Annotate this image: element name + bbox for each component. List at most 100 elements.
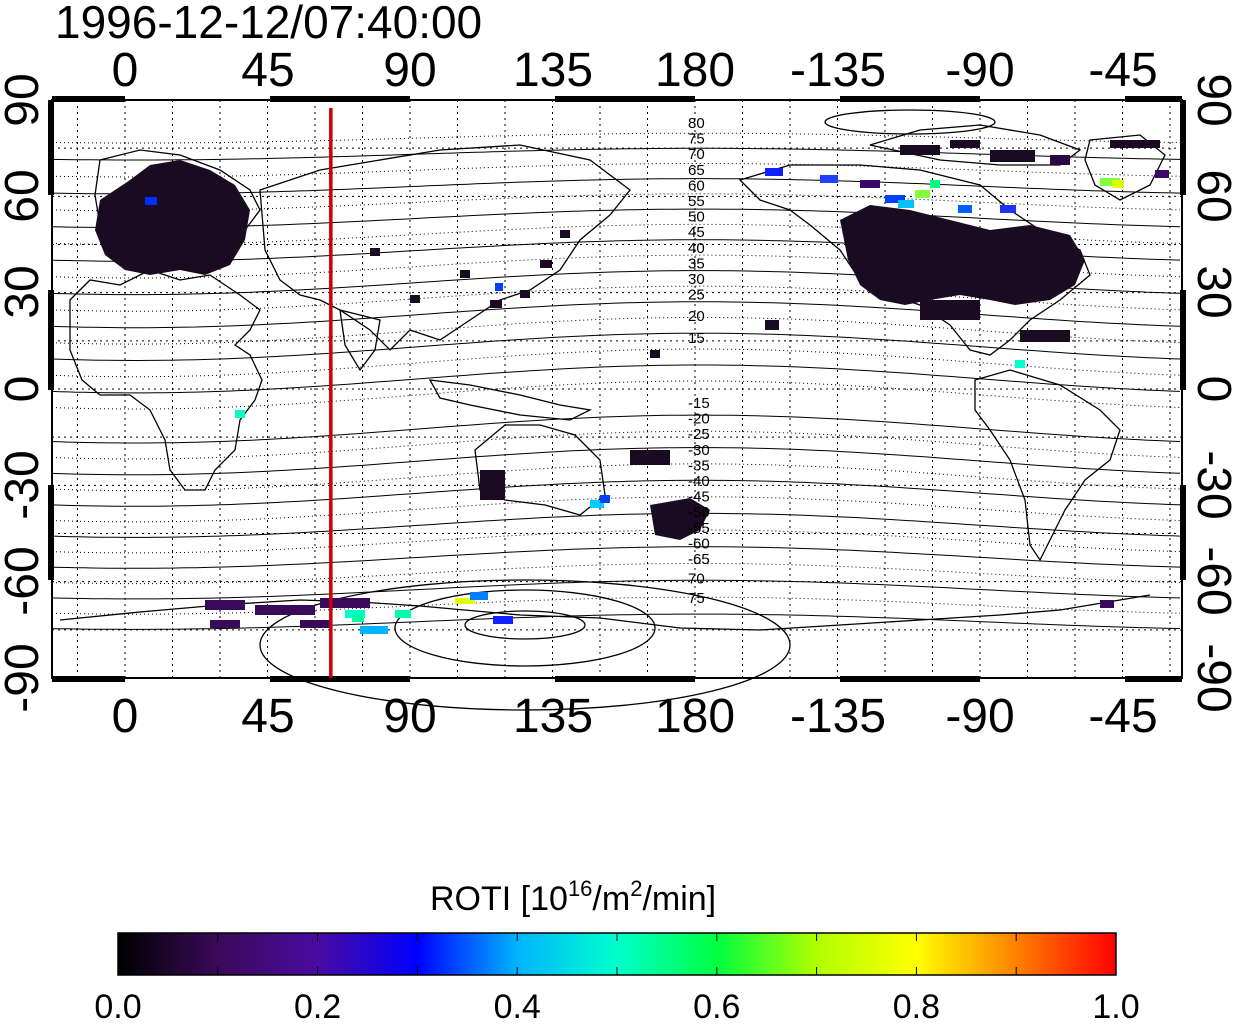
contour-label: -15: [688, 395, 710, 412]
mlat-contour: [51, 529, 1181, 554]
lat-tick-label: 60: [1187, 169, 1240, 222]
lat-lon-grid: [52, 100, 1182, 678]
lon-tick-label: 180: [655, 690, 735, 743]
mlat-contour: [51, 348, 1181, 378]
lat-tick-label: -30: [1187, 450, 1240, 519]
bottom-edge-bar: [840, 676, 980, 682]
lat-tick-label: 0: [0, 376, 49, 403]
mlat-contour: [51, 596, 1181, 615]
lon-tick-label: 135: [513, 44, 593, 97]
left-latitude-ticks: 90 60 30 0 -30 -60 -90: [0, 73, 49, 712]
colorbar-tick-label: 0.2: [294, 988, 341, 1024]
mlat-contour: [51, 613, 1181, 630]
mlat-contour: [51, 132, 1181, 144]
contour-labels-south: -15-20-25-30-35-40-45-50-55-60-65 70 75: [688, 395, 710, 607]
contour-label: 80: [688, 115, 705, 132]
mlat-contour-70: [259, 579, 791, 711]
axis-edge-bars: [48, 96, 1186, 682]
colorbar-tick-label: 1.0: [1092, 988, 1139, 1024]
right-edge-bar: [1180, 290, 1186, 390]
colorbar-title: ROTI [1016/m2/min]: [430, 876, 716, 918]
lon-tick-label: 0: [112, 44, 139, 97]
lon-tick-label: -90: [945, 690, 1014, 743]
lat-tick-label: -90: [1187, 643, 1240, 712]
left-edge-bar: [48, 290, 54, 390]
mlat-contour: [51, 380, 1181, 410]
lat-tick-label: -90: [0, 643, 49, 712]
contour-label: 75: [688, 131, 705, 148]
left-edge-bar: [48, 100, 54, 195]
contour-label: 20: [688, 308, 705, 325]
contour-label: 35: [688, 255, 705, 272]
lat-tick-label: 30: [0, 265, 49, 318]
lon-tick-label: -135: [790, 690, 886, 743]
contour-label: 30: [688, 271, 705, 288]
colorbar-tick-label: 0.0: [94, 988, 141, 1024]
contour-label: -20: [688, 411, 710, 428]
lat-tick-label: 60: [0, 169, 49, 222]
top-edge-bar: [555, 96, 695, 102]
top-longitude-ticks: 0 45 90 135 180 -135 -90 -45: [112, 44, 1158, 97]
mlat-contour-75: [394, 589, 656, 667]
lat-tick-label: 30: [1187, 265, 1240, 318]
mlat-contour: [51, 496, 1181, 523]
mlat-contour: [51, 512, 1181, 538]
bottom-edge-bar: [270, 676, 410, 682]
contour-label: -65: [688, 551, 710, 568]
colorbar-tick-label: 0.8: [893, 988, 940, 1024]
contour-label: -50: [688, 504, 710, 521]
mlat-contour: [51, 463, 1181, 492]
mlat-contour: [51, 301, 1181, 329]
top-edge-bar: [270, 96, 410, 102]
lon-tick-label: 45: [241, 690, 294, 743]
mlat-contour: [51, 364, 1181, 394]
lon-tick-label: 180: [655, 44, 735, 97]
mlat-contour: [51, 285, 1181, 312]
lat-tick-label: 90: [0, 73, 49, 126]
lon-tick-label: 0: [112, 690, 139, 743]
contour-label: -55: [688, 520, 710, 537]
mlat-contour: [51, 414, 1181, 444]
mlat-contour: [51, 316, 1181, 345]
lat-tick-label: 90: [1187, 73, 1240, 126]
mlat-contour: [51, 546, 1181, 569]
contour-label: 55: [688, 193, 705, 210]
contour-label: 60: [688, 177, 705, 194]
lon-tick-label: 90: [383, 690, 436, 743]
roti-data-patches: [95, 140, 1169, 634]
contour-label: 65: [688, 162, 705, 179]
contour-label: -45: [688, 489, 710, 506]
lon-tick-label: -135: [790, 44, 886, 97]
right-latitude-ticks: 90 60 30 0 -30 -60 -90: [1187, 73, 1240, 712]
lon-tick-label: -45: [1088, 44, 1157, 97]
contour-label: 75: [688, 590, 705, 607]
lon-tick-label: 135: [513, 690, 593, 743]
mlat-contour: [51, 332, 1181, 361]
contour-label: -25: [688, 426, 710, 443]
right-edge-bar: [1180, 100, 1186, 195]
lon-tick-label: -45: [1088, 690, 1157, 743]
lon-tick-label: 45: [241, 44, 294, 97]
lat-tick-label: -30: [0, 450, 49, 519]
contour-label: -40: [688, 473, 710, 490]
mlat-contour: [51, 479, 1181, 507]
contour-label: -35: [688, 457, 710, 474]
right-edge-bar: [1180, 485, 1186, 580]
top-edge-bar: [1125, 96, 1182, 102]
contour-label: 50: [688, 209, 705, 226]
timestamp-title: 1996-12-12/07:40:00: [55, 0, 482, 48]
lat-tick-label: 0: [1187, 376, 1240, 403]
colorbar-tick-label: 0.6: [693, 988, 740, 1024]
top-edge-bar: [840, 96, 980, 102]
lon-tick-label: 90: [383, 44, 436, 97]
lat-tick-label: -60: [0, 546, 49, 615]
contour-label: 70: [688, 146, 705, 163]
bottom-edge-bar: [1125, 676, 1182, 682]
top-edge-bar: [52, 96, 125, 102]
mlat-contour: [51, 563, 1181, 585]
mlat-contour-80: [464, 610, 586, 640]
contour-label: 25: [688, 287, 705, 304]
contour-label: 15: [688, 330, 705, 347]
